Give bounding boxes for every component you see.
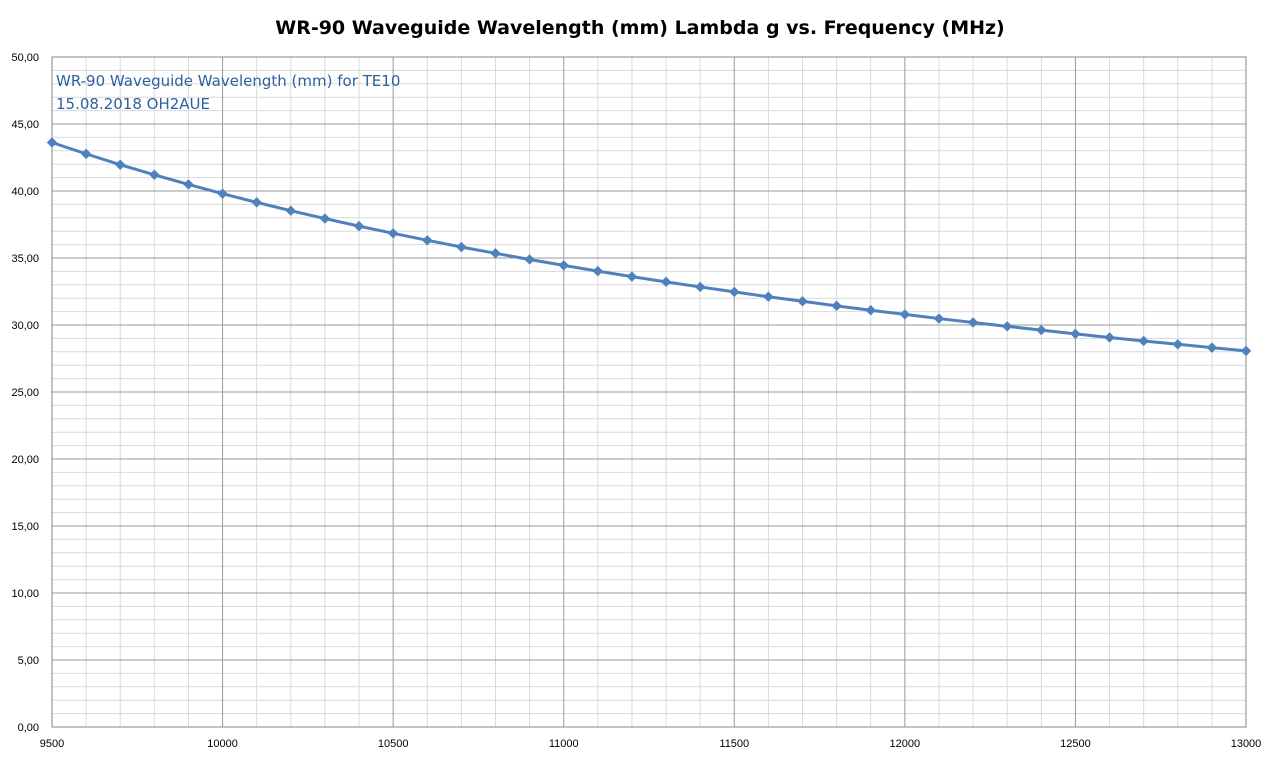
y-tick-label: 5,00	[18, 655, 39, 667]
data-point-marker	[729, 286, 740, 298]
data-point-marker	[660, 276, 672, 288]
x-tick-label: 10000	[207, 738, 238, 750]
data-point-marker	[115, 159, 126, 170]
x-tick-label: 11000	[549, 738, 579, 750]
y-tick-label: 10,00	[11, 588, 39, 600]
y-tick-label: 15,00	[11, 521, 39, 533]
data-point-marker	[1172, 339, 1183, 350]
chart-annotation-line-2: 15.08.2018 OH2AUE	[56, 95, 210, 113]
y-tick-label: 30,00	[11, 320, 39, 332]
x-tick-label: 11500	[719, 738, 749, 750]
x-tick-label: 13000	[1231, 738, 1262, 750]
y-tick-label: 25,00	[11, 387, 39, 399]
data-point-marker	[217, 188, 228, 199]
data-point-marker	[1138, 335, 1149, 347]
data-point-marker	[1240, 345, 1252, 357]
series-line	[51, 141, 1247, 353]
data-point-marker	[1070, 328, 1081, 340]
y-axis-tick-labels: 0,00 5,00 10,00 15,00 20,00 25,00 30,00 35,00 40…	[11, 52, 39, 734]
data-point-marker	[899, 309, 911, 320]
data-point-marker	[353, 220, 365, 232]
data-point-marker	[831, 300, 842, 312]
data-point-marker	[319, 213, 331, 224]
data-point-marker	[626, 271, 638, 282]
x-tick-label: 12000	[890, 738, 921, 750]
data-point-marker	[387, 228, 399, 239]
data-point-marker	[933, 313, 945, 324]
data-point-marker	[592, 265, 604, 277]
data-point-marker	[251, 197, 262, 208]
y-tick-label: 50,00	[11, 52, 39, 64]
data-point-marker	[490, 248, 501, 259]
data-point-marker	[456, 241, 467, 253]
plot-area-border	[51, 56, 1247, 728]
chart-annotation-line-1: WR-90 Waveguide Wavelength (mm) for TE10	[56, 72, 400, 90]
data-point-marker	[285, 205, 297, 216]
x-tick-label: 12500	[1060, 738, 1091, 750]
data-point-marker	[422, 235, 433, 246]
series-layer	[46, 137, 1252, 357]
x-tick-label: 10500	[378, 738, 409, 750]
data-point-marker	[46, 137, 58, 148]
data-point-marker	[149, 169, 160, 180]
data-point-marker	[763, 291, 774, 302]
data-point-marker	[1036, 324, 1047, 336]
data-point-marker	[183, 179, 194, 190]
data-point-marker	[797, 296, 808, 307]
data-point-marker	[967, 317, 979, 328]
data-point-marker	[1104, 332, 1115, 343]
chart-title: WR-90 Waveguide Wavelength (mm) Lambda g…	[275, 17, 1005, 39]
y-tick-label: 35,00	[11, 253, 39, 265]
y-tick-label: 0,00	[18, 722, 39, 734]
data-point-marker	[694, 281, 706, 293]
data-point-marker	[1206, 342, 1218, 353]
y-tick-label: 20,00	[11, 454, 39, 466]
x-tick-label: 9500	[40, 738, 64, 750]
data-point-marker	[524, 254, 535, 265]
x-axis-tick-labels: 9500 10000 10500 11000 11500 12000 12500 13000	[40, 738, 1262, 750]
y-tick-label: 40,00	[11, 186, 39, 198]
data-point-marker	[865, 305, 876, 316]
data-point-marker	[1001, 321, 1013, 332]
data-point-marker	[558, 260, 569, 271]
y-tick-label: 45,00	[11, 119, 39, 131]
data-point-marker	[80, 148, 92, 160]
